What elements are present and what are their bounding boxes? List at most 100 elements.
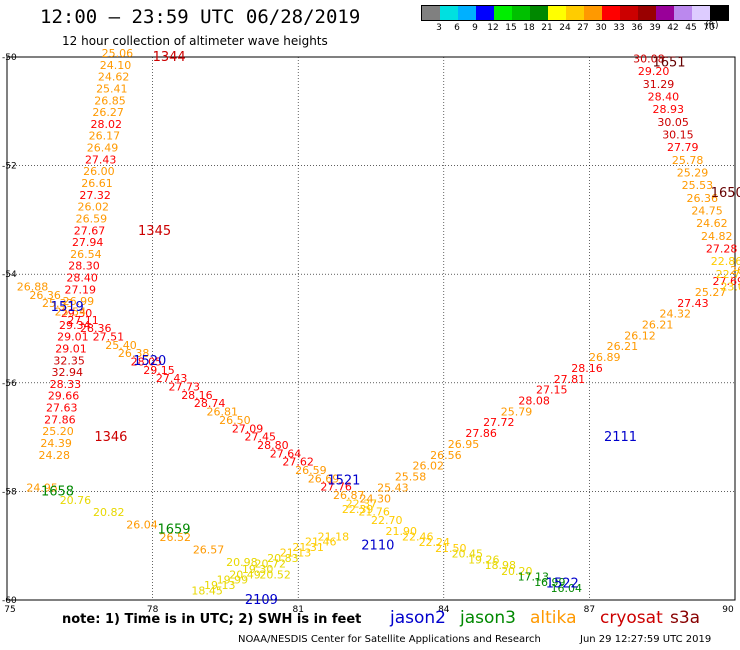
wave-height-label: 26.85: [94, 94, 126, 107]
legend-labels: 3 6 9 12 15 18 21 24 27 30 33 36 39 42 45 70: [421, 23, 729, 33]
wave-height-label: 21.90: [386, 525, 418, 538]
y-tick-label: -54: [2, 270, 17, 280]
wave-height-label: 22.24: [419, 536, 451, 549]
wave-height-label: 26.99: [63, 295, 95, 308]
wave-height-label: 25.33: [42, 297, 74, 310]
y-tick-label: -58: [2, 487, 17, 497]
wave-height-label: 27.11: [67, 314, 99, 327]
wave-height-label: 29.66: [48, 390, 80, 403]
generated-timestamp: Jun 29 12:27:59 UTC 2019: [580, 634, 712, 645]
x-tick-label: 75: [4, 605, 15, 615]
wave-height-label: 27.43: [677, 297, 709, 310]
legend-swatch: [620, 6, 638, 20]
wave-height-label: 26.36: [686, 192, 718, 205]
x-tick-label: 90: [722, 605, 734, 615]
legend-label: 39: [649, 23, 661, 33]
legend-label: 3: [436, 23, 442, 33]
wave-height-label: 26.54: [70, 248, 102, 261]
legend-label: 15: [505, 23, 517, 33]
wave-height-label: 27.51: [93, 331, 125, 344]
wave-height-label: 27.86: [465, 427, 497, 440]
wave-height-label: 27.67: [74, 224, 106, 237]
pass-time-label: 1658: [41, 484, 74, 499]
wave-height-label: 30.05: [657, 116, 689, 129]
wave-height-label: 25.20: [42, 425, 74, 438]
legend-unit: (ft): [705, 21, 719, 31]
wave-height-label: 20.98: [226, 556, 257, 569]
wave-height-label: 26.69: [308, 472, 340, 485]
wave-height-label: 28.93: [652, 103, 684, 116]
wave-height-label: 24.75: [691, 204, 723, 217]
wave-height-label: 22.37: [346, 497, 378, 510]
wave-height-label: 18.98: [485, 559, 517, 572]
wave-height-label: 26.02: [412, 460, 444, 473]
legend-swatch: [440, 6, 458, 20]
wave-height-label: 20.72: [255, 557, 287, 570]
wave-height-label: 25.78: [672, 154, 704, 167]
wave-height-label: 18.45: [191, 585, 223, 598]
wave-height-label: 24.32: [660, 308, 692, 321]
wave-height-label: 27.43: [85, 153, 117, 166]
wave-height-label: 20.49: [229, 568, 260, 581]
satellite-s3a: s3a: [670, 608, 701, 628]
wave-height-label: 26.21: [607, 340, 639, 353]
legend-label: 21: [541, 23, 553, 33]
legend-swatch: [584, 6, 602, 20]
wave-height-label: 30.15: [662, 128, 694, 141]
wave-height-label: 21.13: [280, 547, 312, 560]
wave-height-label: 26.56: [430, 449, 462, 462]
legend-swatch: [512, 6, 530, 20]
wave-height-label: 26.21: [642, 319, 674, 332]
wave-height-label: 22.71: [716, 268, 740, 281]
map-title: 12:00 – 23:59 UTC 06/28/2019: [40, 6, 361, 28]
legend-swatch: [548, 6, 566, 20]
wave-height-label: 28.16: [571, 362, 603, 375]
wave-height-label: 29.01: [55, 342, 87, 355]
wave-height-label: 25.29: [677, 166, 709, 179]
wave-height-label: 27.62: [282, 456, 314, 469]
pass-labels: 1344 1345 1346 1519 1520 1521 1522 1658 1659 1650…: [41, 50, 740, 608]
wave-height-label: 27.64: [270, 447, 302, 460]
pass-time-label: 1522: [546, 577, 579, 592]
wave-height-label: 28.40: [66, 272, 98, 285]
wave-height-label: 31.29: [643, 78, 675, 91]
wave-height-label: 25.54: [55, 306, 87, 319]
pass-time-label: 1650: [711, 186, 740, 201]
wave-height-label: 27.94: [72, 236, 104, 249]
wave-height-label: 26.59: [76, 212, 108, 225]
wave-height-label: 19.13: [204, 579, 236, 592]
wave-height-label: 27.45: [244, 431, 276, 444]
wave-height-label: 27.63: [46, 402, 77, 415]
wave-height-label: 25.58: [395, 471, 427, 484]
wave-height-label: 24.82: [701, 230, 733, 243]
pass-time-label: 1521: [327, 474, 360, 489]
wave-height-label: 22.46: [402, 531, 434, 544]
wave-height-label: 20.82: [93, 506, 125, 519]
legend-swatch: [476, 6, 494, 20]
wave-height-label: 27.19: [65, 283, 97, 296]
wave-height-label: 19.99: [217, 574, 249, 587]
wave-height-label: 24.28: [39, 449, 70, 462]
wave-height-label: 32.35: [53, 354, 85, 367]
wave-height-label: 28.16: [181, 389, 213, 402]
legend-swatch: [692, 6, 710, 20]
wave-height-label: 20.76: [60, 494, 91, 507]
x-tick-label: 84: [438, 605, 450, 615]
legend-swatch: [530, 6, 548, 20]
legend-swatch: [422, 6, 440, 20]
wave-height-label: 24.62: [98, 71, 129, 84]
wave-height-label: 26.88: [17, 280, 48, 293]
wave-height-label: 21.76: [358, 506, 390, 519]
wave-height-label: 29.20: [638, 65, 670, 78]
pass-time-label: 2110: [361, 539, 394, 554]
wave-height-label: 20.52: [259, 568, 291, 581]
wave-height-label: 28.02: [91, 118, 123, 131]
wave-height-label: 23.08: [720, 280, 740, 293]
wave-height-label: 26.87: [333, 489, 365, 502]
wave-height-label: 26.61: [81, 177, 113, 190]
wave-height-label: 27.86: [44, 413, 76, 426]
wave-height-label: 21.31: [292, 541, 324, 554]
legend-label: 30: [595, 23, 607, 33]
pass-time-label: 1346: [94, 430, 127, 445]
